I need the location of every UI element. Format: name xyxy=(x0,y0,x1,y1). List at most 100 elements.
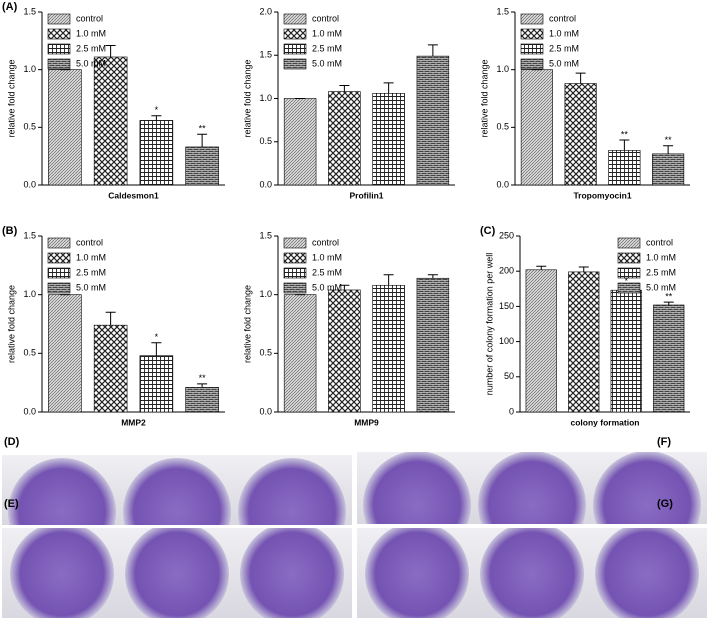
error-bar xyxy=(339,85,350,92)
legend-swatch xyxy=(617,282,641,294)
y-tick-label: 0.0 xyxy=(259,406,272,416)
legend-label: 2.5 mM xyxy=(312,43,342,53)
panel-label: (C) xyxy=(480,225,496,237)
legend-label: 5.0 mM xyxy=(312,58,342,68)
error-bar xyxy=(427,44,438,57)
legend-label: 5.0 mM xyxy=(76,58,106,68)
y-tick-label: 1.0 xyxy=(259,289,272,299)
legend-label: control xyxy=(549,13,576,23)
panel-label: (D) xyxy=(4,436,20,448)
legend-swatch xyxy=(617,237,641,249)
legend-label: 5.0 mM xyxy=(76,282,106,292)
error-bar xyxy=(619,139,630,151)
panel-label: (B) xyxy=(2,225,18,237)
legend-label: 5.0 mM xyxy=(646,282,676,292)
legend-swatch xyxy=(47,43,71,55)
legend-swatch xyxy=(283,13,307,25)
legend-swatch xyxy=(283,237,307,249)
legend-swatch xyxy=(283,43,307,55)
y-tick-label: 1.0 xyxy=(23,289,36,299)
y-tick-label: 0.5 xyxy=(23,122,36,132)
bar xyxy=(283,294,317,413)
legend-swatch xyxy=(617,267,641,279)
legend-swatch xyxy=(520,28,544,40)
error-bar xyxy=(575,72,586,84)
panel-label: (E) xyxy=(4,498,19,510)
bar xyxy=(283,98,317,186)
bar xyxy=(48,294,82,413)
significance: * xyxy=(155,332,159,342)
photo-d xyxy=(2,455,352,525)
legend-swatch xyxy=(47,282,71,294)
legend-label: 2.5 mM xyxy=(646,267,676,277)
panel-label: (G) xyxy=(657,498,673,510)
error-bar xyxy=(536,265,547,270)
legend-label: control xyxy=(312,237,339,247)
bar xyxy=(608,150,641,186)
y-axis-label: relative fold change xyxy=(242,285,252,363)
y-tick-label: 0.5 xyxy=(496,122,509,132)
error-bar xyxy=(339,284,350,290)
error-bar xyxy=(663,301,674,305)
bar xyxy=(372,284,405,413)
legend-swatch xyxy=(283,282,307,294)
legend-label: control xyxy=(76,237,103,247)
legend-label: 1.0 mM xyxy=(76,252,106,262)
legend-label: 1.0 mM xyxy=(312,252,342,262)
y-tick-label: 1.0 xyxy=(23,64,36,74)
y-tick-label: 250 xyxy=(499,230,514,240)
x-category-label: Caldesmon1 xyxy=(108,190,159,200)
legend-label: 2.5 mM xyxy=(76,43,106,53)
error-bar xyxy=(105,44,116,57)
y-tick-label: 1.5 xyxy=(259,230,272,240)
significance: * xyxy=(155,105,159,115)
legend-swatch xyxy=(520,13,544,25)
legend-swatch xyxy=(283,267,307,279)
bar xyxy=(652,153,685,186)
y-tick-label: 2.0 xyxy=(259,6,272,16)
legend-label: 1.0 mM xyxy=(549,28,579,38)
legend-swatch xyxy=(47,252,71,264)
bar xyxy=(610,289,642,413)
significance: ** xyxy=(199,373,207,383)
legend-swatch xyxy=(520,58,544,70)
legend-swatch xyxy=(283,252,307,264)
error-bar xyxy=(197,383,208,388)
y-tick-label: 0.5 xyxy=(259,136,272,146)
bar xyxy=(416,277,450,413)
y-tick-label: 1.5 xyxy=(259,50,272,60)
photo-g xyxy=(357,528,707,618)
bar xyxy=(653,304,685,413)
bar xyxy=(328,91,361,186)
y-tick-label: 1.0 xyxy=(496,64,509,74)
bar xyxy=(185,146,219,186)
panel-label: (A) xyxy=(2,1,18,13)
legend-label: 2.5 mM xyxy=(76,267,106,277)
bar xyxy=(525,269,557,413)
x-category-label: Profilin1 xyxy=(349,190,383,200)
error-bar xyxy=(383,82,394,94)
y-axis-label: number of colony formation per well xyxy=(484,253,494,396)
y-tick-label: 1.5 xyxy=(23,230,36,240)
bar xyxy=(93,324,128,413)
error-bar xyxy=(105,311,116,326)
error-bar xyxy=(663,145,674,154)
y-tick-label: 0.0 xyxy=(496,179,509,189)
y-tick-label: 50 xyxy=(504,371,514,381)
y-tick-label: 1.5 xyxy=(496,6,509,16)
legend-label: 2.5 mM xyxy=(549,43,579,53)
y-tick-label: 0.0 xyxy=(23,179,36,189)
bar xyxy=(328,289,361,413)
bar xyxy=(564,83,597,186)
error-bar xyxy=(383,274,394,286)
significance: ** xyxy=(665,135,673,145)
photo-f xyxy=(357,452,707,524)
x-category-label: MMP2 xyxy=(121,417,146,427)
bar xyxy=(568,271,600,413)
y-tick-label: 100 xyxy=(499,336,514,346)
error-bar xyxy=(151,115,162,121)
y-tick-label: 0 xyxy=(509,406,514,416)
legend-swatch xyxy=(47,267,71,279)
